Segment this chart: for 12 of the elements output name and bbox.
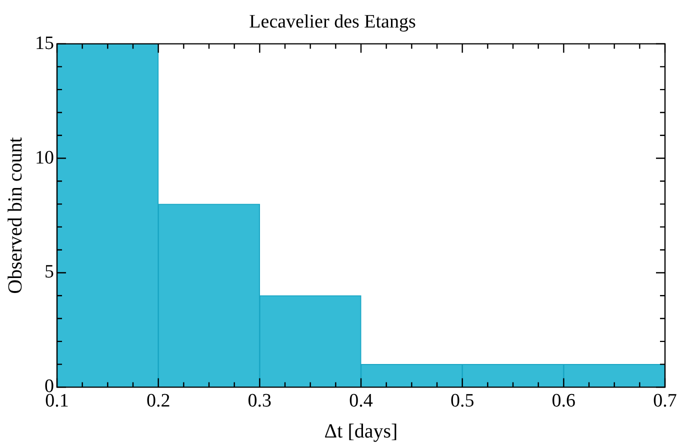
x-tick-label: 0.3 bbox=[248, 390, 272, 412]
x-tick-label: 0.2 bbox=[146, 390, 170, 412]
y-axis-title: Observed bin count bbox=[4, 136, 26, 294]
x-tick-label: 0.6 bbox=[552, 390, 576, 412]
x-tick-label: 0.4 bbox=[349, 390, 374, 412]
y-tick-label: 10 bbox=[35, 147, 54, 168]
y-tick-label: 15 bbox=[35, 32, 54, 54]
y-tick-label: 5 bbox=[44, 262, 54, 283]
chart-title: Lecavelier des Etangs bbox=[249, 11, 416, 32]
x-axis-title: Δt [days] bbox=[324, 420, 398, 442]
x-tick-label: 0.5 bbox=[450, 390, 474, 412]
x-tick-label: 0.7 bbox=[653, 390, 677, 412]
